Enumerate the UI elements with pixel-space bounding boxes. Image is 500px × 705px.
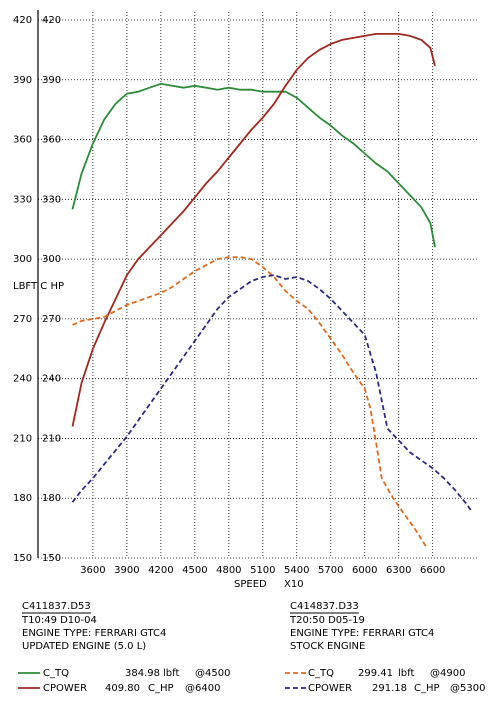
legend-at: @4500: [195, 668, 230, 679]
run-id: C414837.D33: [290, 601, 359, 612]
legend-peak: 409.80: [105, 683, 140, 694]
x-tick-label: 4200: [148, 565, 173, 576]
y-tick-label: 360: [13, 135, 32, 146]
legend-name: C_TQ: [43, 668, 69, 679]
legend-name: C_TQ: [308, 668, 334, 679]
series-line: [71, 82, 436, 248]
legend-unit: C_HP: [148, 683, 174, 694]
legend-at: @6400: [185, 683, 220, 694]
legend-peak: 291.18: [372, 683, 407, 694]
legend-peak: 299.41: [358, 668, 393, 679]
x-tick-label: 4800: [216, 565, 241, 576]
legend-at: @4900: [430, 668, 465, 679]
y-tick-label-inner: 150: [42, 553, 61, 564]
x-axis-unit: X10: [284, 579, 304, 590]
run-id: C411837.D53: [22, 601, 91, 612]
legend-unit: C_HP: [414, 683, 440, 694]
y-tick-label: 270: [13, 314, 32, 325]
y-tick-label-inner: 360: [42, 135, 61, 146]
x-tick-label: 5700: [318, 565, 343, 576]
x-tick-label: 6300: [386, 565, 411, 576]
series-line: [71, 33, 436, 427]
y-tick-label: 150: [13, 553, 32, 564]
y-tick-label-inner: 210: [42, 433, 61, 444]
y-tick-label: 240: [13, 374, 32, 385]
y-tick-label-inner: 420: [42, 15, 61, 26]
y-tick-label-inner: 300: [42, 254, 61, 265]
x-tick-label: 3600: [80, 565, 105, 576]
y-tick-label: 330: [13, 194, 32, 205]
legend-at: @5300: [450, 683, 485, 694]
run-note: STOCK ENGINE: [290, 641, 365, 652]
y-tick-label: 390: [13, 75, 32, 86]
y-tick-label-inner: 180: [42, 493, 61, 504]
legend-unit: lbft: [163, 668, 179, 679]
series-line: [71, 274, 474, 513]
y-tick-label-inner: 270: [42, 314, 61, 325]
legend-name: CPOWER: [308, 683, 352, 694]
y-tick-label-inner: 390: [42, 75, 61, 86]
run-time: T10:49 D10-04: [21, 615, 97, 626]
y-tick-label: 210: [13, 433, 32, 444]
legend-name: CPOWER: [43, 683, 87, 694]
x-tick-label: 5100: [250, 565, 275, 576]
legend-peak: 384.98: [125, 668, 160, 679]
run-engine-type: ENGINE TYPE: FERRARI GTC4: [290, 628, 434, 639]
x-tick-label: 4500: [182, 565, 207, 576]
x-tick-label: 3900: [114, 565, 139, 576]
x-axis-label: SPEED: [234, 579, 267, 590]
y-tick-label: 300: [13, 254, 32, 265]
run-time: T20:50 D05-19: [289, 615, 365, 626]
y-tick-label-inner: 240: [42, 374, 61, 385]
x-tick-label: 6000: [352, 565, 377, 576]
y-tick-label: 420: [13, 15, 32, 26]
y-tick-label-inner: 330: [42, 194, 61, 205]
x-tick-label: 5400: [284, 565, 309, 576]
run-engine-type: ENGINE TYPE: FERRARI GTC4: [22, 628, 166, 639]
run-note: UPDATED ENGINE (5.0 L): [22, 641, 146, 652]
series-line: [72, 256, 428, 549]
legend-unit: lbft: [398, 668, 414, 679]
y-tick-label: 180: [13, 493, 32, 504]
x-tick-label: 6600: [420, 565, 445, 576]
